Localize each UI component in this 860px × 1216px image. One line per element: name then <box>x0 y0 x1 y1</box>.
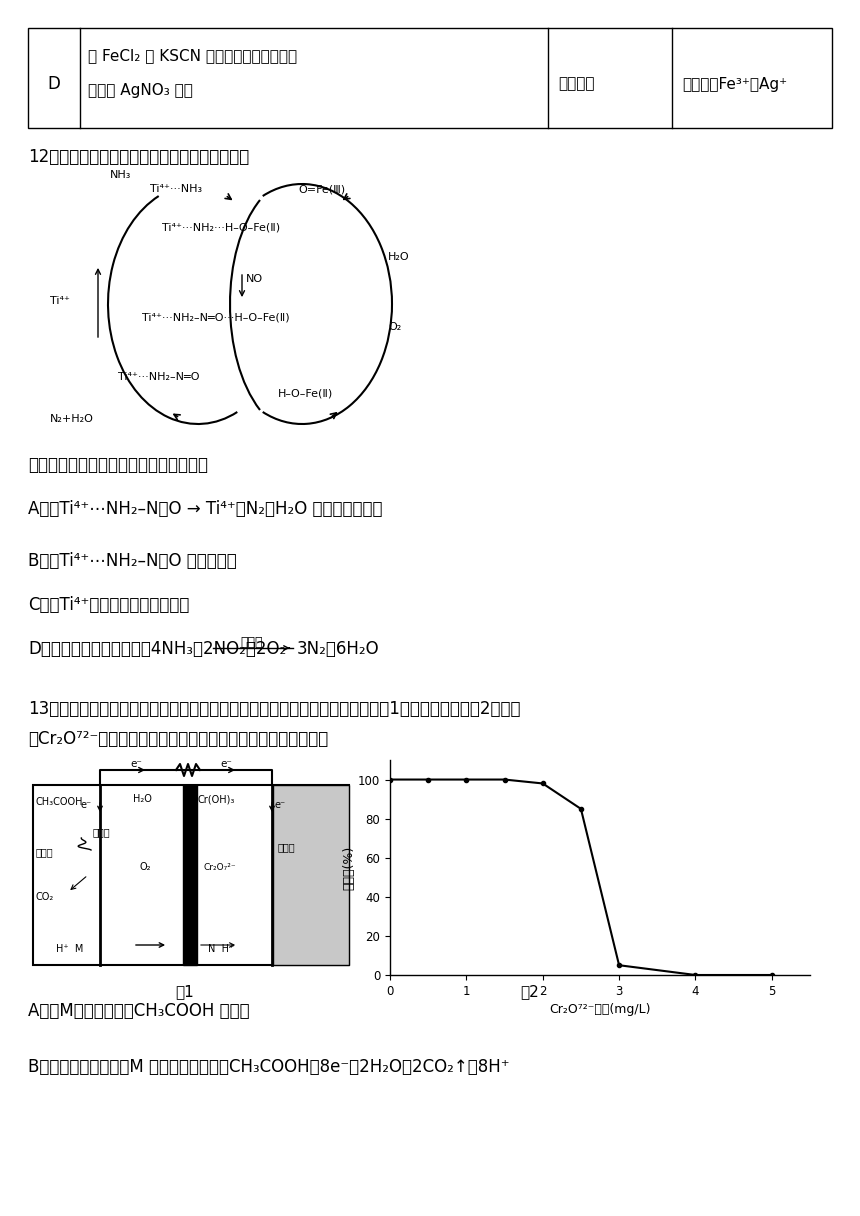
Bar <box>183 786 197 966</box>
Text: 图2: 图2 <box>520 984 539 1000</box>
Text: 氧化性：Fe³⁺＜Ag⁺: 氧化性：Fe³⁺＜Ag⁺ <box>682 77 787 91</box>
Text: N  H⁺: N H⁺ <box>208 944 234 955</box>
Text: A．　M为电池负极，CH₃COOH 被氧化: A． M为电池负极，CH₃COOH 被氧化 <box>28 1002 249 1020</box>
Text: NH₃: NH₃ <box>110 170 132 180</box>
Text: NO: NO <box>246 274 263 285</box>
Text: 图1: 图1 <box>175 984 194 1000</box>
Text: 12．据文献报道，某反应的反应历程如图所示：: 12．据文献报道，某反应的反应历程如图所示： <box>28 148 249 167</box>
Text: 异化剂: 异化剂 <box>241 636 263 649</box>
Text: 向 FeCl₂ 和 KSCN 的混合溶液中滴入确酸: 向 FeCl₂ 和 KSCN 的混合溶液中滴入确酸 <box>88 47 297 63</box>
Text: Ti⁴⁺···NH₂–N═O: Ti⁴⁺···NH₂–N═O <box>118 372 200 382</box>
Text: B．　Ti⁴⁺⋯NH₂–N＝O 是中间产物: B． Ti⁴⁺⋯NH₂–N＝O 是中间产物 <box>28 552 236 570</box>
Text: A．　Ti⁴⁺⋯NH₂–N＝O → Ti⁴⁺＋N₂＋H₂O 属于复分解反应: A． Ti⁴⁺⋯NH₂–N＝O → Ti⁴⁺＋N₂＋H₂O 属于复分解反应 <box>28 500 383 518</box>
Text: H₂O: H₂O <box>388 252 409 261</box>
Text: O₂: O₂ <box>388 322 402 332</box>
Text: Ti⁴⁺···NH₂–N═O···H–O–Fe(Ⅱ): Ti⁴⁺···NH₂–N═O···H–O–Fe(Ⅱ) <box>142 313 290 322</box>
Text: D．　总反应化学方程式为4NH₃＋2NO₂＋2O₂: D． 总反应化学方程式为4NH₃＋2NO₂＋2O₂ <box>28 640 286 658</box>
Text: e⁻: e⁻ <box>81 800 91 810</box>
Text: Cr₂O₇²⁻: Cr₂O₇²⁻ <box>203 863 236 872</box>
Text: 13．微生物燃料电池可以净化废水，同时还能获得能源或有价値的化学产品，图1为其工作原理，图2为废水: 13．微生物燃料电池可以净化废水，同时还能获得能源或有价値的化学产品，图1为其工… <box>28 700 520 717</box>
Text: H₂O: H₂O <box>133 794 152 804</box>
Text: e⁻: e⁻ <box>220 759 232 769</box>
Text: O=Fe(Ⅲ): O=Fe(Ⅲ) <box>298 184 345 195</box>
Text: C．　Ti⁴⁺在反应前后的质量不变: C． Ti⁴⁺在反应前后的质量不变 <box>28 596 189 614</box>
Text: CO₂: CO₂ <box>36 893 54 902</box>
Text: H–O–Fe(Ⅱ): H–O–Fe(Ⅱ) <box>278 388 334 398</box>
X-axis label: Cr₂O⁷²⁻浓度(mg/L): Cr₂O⁷²⁻浓度(mg/L) <box>550 1003 651 1017</box>
Text: O₂: O₂ <box>140 862 151 872</box>
Text: D: D <box>47 75 60 92</box>
Text: e⁻: e⁻ <box>130 759 142 769</box>
Text: 还原菌: 还原菌 <box>278 841 296 852</box>
Text: H⁺  M: H⁺ M <box>56 944 83 955</box>
Text: 3N₂＋6H₂O: 3N₂＋6H₂O <box>297 640 379 658</box>
Text: 中Cr₂O⁷²⁻浓度与去除率的关系。下列说法不正确的是（　　）: 中Cr₂O⁷²⁻浓度与去除率的关系。下列说法不正确的是（ ） <box>28 730 329 748</box>
Bar <box>33 786 349 966</box>
Text: Cr(OH)₃: Cr(OH)₃ <box>198 794 236 804</box>
Text: Ti⁴⁺···NH₂···H–O–Fe(Ⅱ): Ti⁴⁺···NH₂···H–O–Fe(Ⅱ) <box>162 223 280 232</box>
Bar <box>273 786 349 966</box>
Text: CH₃COOH: CH₃COOH <box>36 796 83 807</box>
Text: Ti⁴⁺···NH₃: Ti⁴⁺···NH₃ <box>150 184 202 195</box>
Text: Ti⁴⁺: Ti⁴⁺ <box>50 295 70 306</box>
Text: 微生物: 微生物 <box>93 827 111 837</box>
Text: B．　该电池工作时，M 极的电极反应式为CH₃COOH－8e⁻＋2H₂O＝2CO₂↑＋8H⁺: B． 该电池工作时，M 极的电极反应式为CH₃COOH－8e⁻＋2H₂O＝2CO… <box>28 1058 510 1076</box>
Text: 下列有关该历程的说法错误的是（　　）: 下列有关该历程的说法错误的是（ ） <box>28 456 208 474</box>
Text: e⁻: e⁻ <box>274 800 286 810</box>
Text: N₂+H₂O: N₂+H₂O <box>50 413 94 424</box>
Text: 溶液变红: 溶液变红 <box>558 77 594 91</box>
Text: 酸化的 AgNO₃ 溶液: 酸化的 AgNO₃ 溶液 <box>88 83 193 98</box>
Y-axis label: 去除率(%): 去除率(%) <box>342 845 355 890</box>
Text: 交换膜: 交换膜 <box>36 848 53 857</box>
Bar <box>28 28 832 128</box>
